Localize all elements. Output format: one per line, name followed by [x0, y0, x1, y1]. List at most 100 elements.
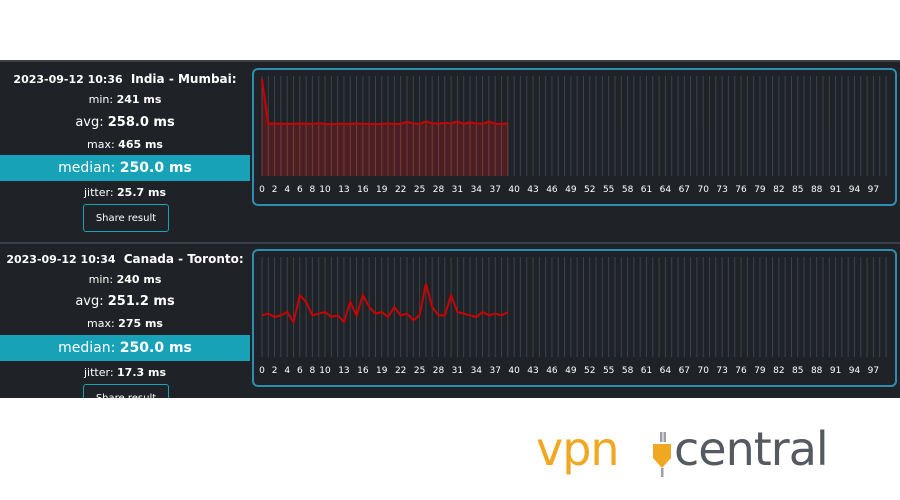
key-icon	[653, 432, 671, 477]
x-tick-label: 46	[546, 366, 558, 376]
x-tick-label: 70	[697, 185, 709, 195]
x-tick-label: 25	[414, 366, 425, 376]
x-tick-label: 55	[603, 366, 614, 376]
max-value: 465 ms	[118, 138, 163, 151]
x-tick-label: 4	[284, 185, 290, 195]
x-tick-label: 91	[830, 185, 841, 195]
x-tick-label: 40	[508, 366, 520, 376]
latency-chart-toronto: 0 2 4 6 8 10 13 16 19 22 25 28 31 34 37 40 43 46 49 52 55 58 6…	[252, 249, 897, 387]
x-tick-label: 8	[310, 185, 316, 195]
latency-chart-mumbai: 0 2 4 6 8 10 13 16 19 22 25 28 31 34 37 40 43 46 49 52 55 58 6…	[252, 68, 897, 206]
x-tick-label: 25	[414, 185, 425, 195]
logo-central-text: central	[674, 422, 829, 476]
avg-label: avg:	[75, 115, 104, 130]
x-tick-label: 76	[735, 185, 747, 195]
x-tick-label: 94	[849, 185, 861, 195]
jitter-value: 25.7 ms	[117, 186, 167, 199]
x-tick-label: 22	[395, 366, 406, 376]
jitter-value: 17.3 ms	[117, 366, 167, 379]
chart-svg: 0 2 4 6 8 10 13 16 19 22 25 28 31 34 37 40 43 46 49 52 55 58 6…	[259, 257, 887, 376]
x-tick-label: 13	[338, 366, 349, 376]
x-tick-label: 58	[622, 185, 634, 195]
vpncentral-logo: vpn central	[536, 422, 886, 478]
x-tick-label: 19	[376, 185, 388, 195]
x-tick-label: 97	[868, 185, 879, 195]
x-tick-label: 64	[660, 366, 672, 376]
x-tick-label: 61	[641, 185, 652, 195]
x-tick-label: 79	[754, 366, 766, 376]
x-tick-label: 10	[319, 185, 331, 195]
jitter-stat: jitter: 17.3 ms	[0, 366, 250, 379]
max-stat: max: 275 ms	[0, 317, 250, 330]
x-tick-label: 73	[716, 185, 727, 195]
x-tick-label: 85	[792, 366, 803, 376]
series-line	[261, 283, 509, 325]
x-tick-label: 16	[357, 366, 369, 376]
ping-test-results: 2023-09-12 10:36 India - Mumbai: min: 24…	[0, 60, 900, 398]
x-tick-label: 2	[272, 366, 278, 376]
x-tick-label: 94	[849, 366, 861, 376]
x-tick-label: 91	[830, 366, 841, 376]
share-result-button[interactable]: Share result	[83, 384, 169, 398]
min-value: 240 ms	[116, 273, 162, 286]
x-tick-label: 13	[338, 185, 349, 195]
x-tick-label: 6	[297, 366, 303, 376]
top-divider	[0, 60, 900, 62]
median-label: median:	[58, 160, 116, 176]
x-tick-label: 97	[868, 366, 879, 376]
logo-vpn-text: vpn	[536, 422, 620, 476]
x-tick-label: 49	[565, 366, 577, 376]
result-header: 2023-09-12 10:34 Canada - Toronto:	[0, 252, 250, 266]
x-tick-label: 55	[603, 185, 614, 195]
x-tick-label: 28	[433, 366, 445, 376]
x-tick-label: 6	[297, 185, 303, 195]
x-tick-label: 2	[272, 185, 278, 195]
median-value: 250.0 ms	[119, 160, 192, 176]
x-tick-label: 46	[546, 185, 558, 195]
x-tick-label: 10	[319, 366, 331, 376]
x-tick-label: 85	[792, 185, 803, 195]
x-tick-label: 79	[754, 185, 766, 195]
x-tick-label: 16	[357, 185, 369, 195]
x-tick-label: 34	[471, 185, 483, 195]
share-result-button[interactable]: Share result	[83, 204, 169, 232]
result-location: Canada - Toronto:	[123, 252, 244, 266]
x-tick-label: 37	[489, 185, 500, 195]
avg-value: 251.2 ms	[107, 294, 175, 309]
min-label: min:	[88, 273, 114, 286]
result-timestamp: 2023-09-12 10:36	[13, 73, 123, 86]
x-tick-label: 52	[584, 366, 595, 376]
x-tick-label: 88	[811, 366, 823, 376]
max-stat: max: 465 ms	[0, 138, 250, 151]
median-stat: median: 250.0 ms	[0, 335, 250, 361]
min-stat: min: 241 ms	[0, 93, 250, 106]
avg-value: 258.0 ms	[107, 115, 175, 130]
chart-svg: 0 2 4 6 8 10 13 16 19 22 25 28 31 34 37 40 43 46 49 52 55 58 6…	[259, 76, 887, 195]
x-tick-label: 19	[376, 366, 388, 376]
x-tick-label: 76	[735, 366, 747, 376]
result-summary-toronto: 2023-09-12 10:34 Canada - Toronto: min: …	[0, 244, 250, 398]
x-tick-label: 52	[584, 185, 595, 195]
x-tick-label: 43	[527, 185, 538, 195]
avg-label: avg:	[75, 294, 104, 309]
min-label: min:	[88, 93, 114, 106]
x-tick-label: 82	[773, 366, 784, 376]
x-tick-label: 8	[310, 366, 316, 376]
x-tick-label: 31	[452, 185, 463, 195]
x-tick-label: 34	[471, 366, 483, 376]
avg-stat: avg: 251.2 ms	[0, 294, 250, 309]
max-value: 275 ms	[118, 317, 163, 330]
series-line	[261, 78, 508, 126]
jitter-label: jitter:	[83, 366, 114, 379]
x-tick-label: 88	[811, 185, 823, 195]
result-summary-mumbai: 2023-09-12 10:36 India - Mumbai: min: 24…	[0, 60, 250, 300]
x-tick-label: 28	[433, 185, 445, 195]
x-tick-label: 58	[622, 366, 634, 376]
x-tick-label: 43	[527, 366, 538, 376]
result-header: 2023-09-12 10:36 India - Mumbai:	[0, 72, 250, 86]
result-location: India - Mumbai:	[130, 72, 237, 86]
median-label: median:	[58, 340, 116, 356]
min-value: 241 ms	[116, 93, 162, 106]
avg-stat: avg: 258.0 ms	[0, 115, 250, 130]
